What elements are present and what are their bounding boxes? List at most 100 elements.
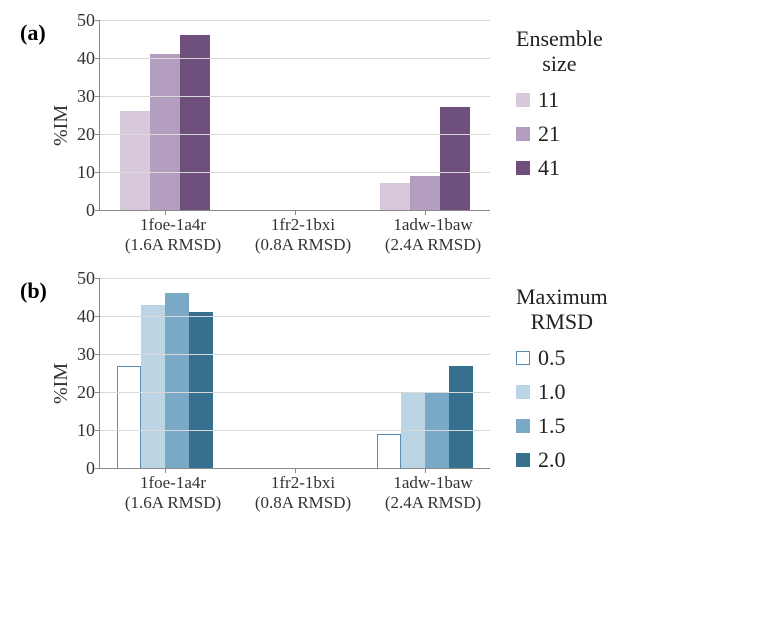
panel-b-plot [99,278,490,469]
panel-a-legend-title: Ensemble size [516,26,603,77]
panel-a-legend-title-line1: Ensemble [516,26,603,51]
bar-group [230,20,360,210]
bar [380,183,410,210]
legend-swatch [516,453,530,467]
bar-group [100,20,230,210]
legend-swatch [516,351,530,365]
gridline [100,354,490,355]
ytick-mark [95,134,100,135]
legend-swatch [516,161,530,175]
bar [410,176,440,210]
panel-b-xcategories: 1foe-1a4r(1.6A RMSD)1fr2-1bxi(0.8A RMSD)… [108,469,498,512]
xcategory-line1: 1foe-1a4r [108,215,238,235]
panel-a-plot [99,20,490,211]
legend-swatch [516,127,530,141]
panel-b-ylabel: %IM [50,278,73,469]
ytick-mark [95,468,100,469]
legend-label: 0.5 [538,345,566,371]
xtick-mark [295,210,296,215]
legend-item: 0.5 [516,345,608,371]
ytick-mark [95,20,100,21]
panel-b-legend-title-line1: Maximum [516,284,608,309]
panel-a-yticks: 50403020100 [77,20,95,210]
legend-label: 41 [538,155,560,181]
bar [189,312,213,468]
legend-swatch [516,93,530,107]
legend-item: 11 [516,87,603,113]
panel-a-chart: %IM 50403020100 1foe-1a4r(1.6A RMSD)1fr2… [50,20,498,254]
bar [180,35,210,210]
panel-b: (b) %IM 50403020100 1foe-1a4r(1.6A RMSD)… [20,278,739,512]
xcategory-line2: (2.4A RMSD) [368,235,498,255]
xcategory-line2: (0.8A RMSD) [238,493,368,513]
panel-a-xcategories: 1foe-1a4r(1.6A RMSD)1fr2-1bxi(0.8A RMSD)… [108,211,498,254]
gridline [100,172,490,173]
xcategory-label: 1adw-1baw(2.4A RMSD) [368,469,498,512]
bar [120,111,150,210]
xcategory-line2: (0.8A RMSD) [238,235,368,255]
bar [165,293,189,468]
bar-group [230,278,360,468]
legend-label: 21 [538,121,560,147]
xtick-mark [295,468,296,473]
xcategory-line2: (2.4A RMSD) [368,493,498,513]
xcategory-label: 1foe-1a4r(1.6A RMSD) [108,211,238,254]
panel-b-yticks: 50403020100 [77,278,95,468]
bar-group [360,278,490,468]
gridline [100,58,490,59]
panel-b-legend-title-line2: RMSD [531,309,593,334]
bar [377,434,401,468]
xcategory-label: 1fr2-1bxi(0.8A RMSD) [238,211,368,254]
ytick-mark [95,392,100,393]
panel-a-tag: (a) [20,20,46,46]
panel-a-legend-items: 11 21 41 [516,87,603,181]
xtick-mark [165,210,166,215]
bar [449,366,473,469]
legend-item: 1.0 [516,379,608,405]
ytick-mark [95,354,100,355]
legend-label: 1.5 [538,413,566,439]
panel-a-bars [100,20,490,210]
panel-b-legend-items: 0.5 1.0 1.5 2.0 [516,345,608,473]
panel-b-tag: (b) [20,278,47,304]
xtick-mark [165,468,166,473]
gridline [100,430,490,431]
legend-item: 41 [516,155,603,181]
xcategory-line1: 1adw-1baw [368,215,498,235]
xtick-mark [425,468,426,473]
legend-swatch [516,419,530,433]
xcategory-line1: 1foe-1a4r [108,473,238,493]
xcategory-line2: (1.6A RMSD) [108,235,238,255]
gridline [100,392,490,393]
bar [150,54,180,210]
panel-a-ylabel: %IM [50,20,73,211]
xcategory-line1: 1fr2-1bxi [238,215,368,235]
xcategory-label: 1fr2-1bxi(0.8A RMSD) [238,469,368,512]
panel-b-chart: %IM 50403020100 1foe-1a4r(1.6A RMSD)1fr2… [50,278,498,512]
ytick-mark [95,430,100,431]
figure: (a) %IM 50403020100 1foe-1a4r(1.6A RMSD)… [20,20,739,512]
legend-label: 11 [538,87,559,113]
gridline [100,96,490,97]
bar-group [100,278,230,468]
panel-a: (a) %IM 50403020100 1foe-1a4r(1.6A RMSD)… [20,20,739,254]
legend-label: 1.0 [538,379,566,405]
gridline [100,316,490,317]
legend-item: 2.0 [516,447,608,473]
ytick-mark [95,58,100,59]
legend-label: 2.0 [538,447,566,473]
bar [117,366,141,469]
bar [440,107,470,210]
gridline [100,134,490,135]
ytick-mark [95,210,100,211]
panel-b-legend-title: Maximum RMSD [516,284,608,335]
xcategory-line1: 1fr2-1bxi [238,473,368,493]
ytick-mark [95,316,100,317]
gridline [100,20,490,21]
panel-b-bars [100,278,490,468]
legend-swatch [516,385,530,399]
legend-item: 21 [516,121,603,147]
panel-b-legend: Maximum RMSD 0.5 1.0 1.5 2.0 [516,284,608,481]
panel-a-legend-title-line2: size [542,51,576,76]
legend-item: 1.5 [516,413,608,439]
